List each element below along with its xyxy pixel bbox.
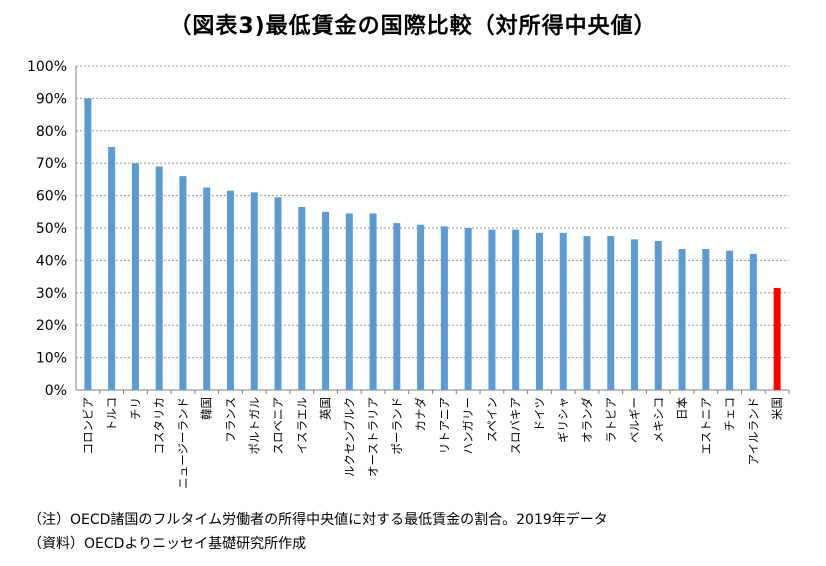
bar <box>155 166 163 390</box>
x-tick-label: 日本 <box>675 397 689 420</box>
chart-note: （注）OECD諸国のフルタイム労働者の所得中央値に対する最低賃金の割合。2019… <box>28 512 608 528</box>
bar <box>298 206 306 390</box>
bar <box>654 240 662 390</box>
bar <box>322 211 330 390</box>
y-tick-label: 100% <box>27 59 67 75</box>
bar <box>631 239 639 390</box>
y-tick-label: 80% <box>36 124 67 140</box>
bar <box>84 98 92 391</box>
x-tick-label: ニュージーランド <box>176 397 190 489</box>
chart-title: （図表3)最低賃金の国際比較（対所得中央値） <box>169 14 657 39</box>
bar <box>274 197 282 390</box>
y-tick-label: 70% <box>36 156 67 172</box>
x-tick-label: オーストラリア <box>366 397 380 477</box>
y-tick-label: 30% <box>36 286 67 302</box>
bar <box>488 229 496 390</box>
x-tick-label: エストニア <box>699 397 713 455</box>
bar <box>179 176 187 390</box>
x-tick-label: スロバキア <box>509 397 523 455</box>
y-tick-label: 0% <box>45 383 67 399</box>
bar <box>535 232 543 390</box>
bar <box>369 213 377 390</box>
y-tick-label: 20% <box>36 318 67 334</box>
x-tick-label: ハンガリー <box>461 397 475 455</box>
x-tick-label: トルコ <box>105 397 119 431</box>
bar-chart: 0% 10% 20% 30% 40% 50% 60% 70% 80% 90% 100% コロンビア トル… <box>27 59 790 489</box>
x-tick-label: ドイツ <box>532 397 546 432</box>
x-tick-label: アイルランド <box>746 397 760 465</box>
bar <box>678 249 686 390</box>
x-tick-label: メキシコ <box>651 397 665 443</box>
y-tick-label: 90% <box>36 91 67 107</box>
y-tick-label: 40% <box>36 253 67 269</box>
x-tick-label: コスタリカ <box>152 397 166 455</box>
bar <box>726 250 734 390</box>
y-tick-label: 10% <box>36 351 67 367</box>
x-tick-label: スペイン <box>485 397 499 442</box>
bar <box>440 226 448 390</box>
x-tick-label: ギリシャ <box>556 397 570 443</box>
bar <box>203 187 211 390</box>
x-tick-label: 韓国 <box>200 397 214 420</box>
bar <box>773 287 781 390</box>
x-tick-label: カナダ <box>414 397 428 432</box>
y-tick-label: 60% <box>36 189 67 205</box>
bar <box>464 228 472 390</box>
bar <box>417 224 425 390</box>
x-tick-label: ベルギー <box>628 397 642 443</box>
y-tick-label: 50% <box>36 221 67 237</box>
x-tick-label: ラトビア <box>604 397 618 443</box>
x-tick-label: ルクセンブルク <box>342 397 356 477</box>
x-tick-label: オランダ <box>580 397 594 443</box>
x-tick-label: チリ <box>128 397 142 420</box>
x-tick-label: ポルトガル <box>247 397 261 455</box>
x-tick-label: 英国 <box>319 397 333 420</box>
x-tick-label: スロベニア <box>271 397 285 455</box>
bar <box>250 192 258 390</box>
bar <box>749 253 757 390</box>
bar <box>108 147 116 390</box>
chart-source: （資料）OECDよりニッセイ基礎研究所作成 <box>28 536 307 552</box>
x-tick-label: 米国 <box>770 397 784 420</box>
x-tick-label: イスラエル <box>295 397 309 454</box>
bar <box>512 229 520 390</box>
x-tick-label: コロンビア <box>81 397 95 455</box>
x-tick-label: フランス <box>223 397 237 443</box>
x-tick-label: リトアニア <box>437 397 451 454</box>
bar <box>607 236 615 390</box>
x-tick-label: チェコ <box>723 397 737 432</box>
bar <box>131 163 139 390</box>
bar <box>583 236 591 390</box>
bar <box>393 223 401 390</box>
x-tick-label: ポーランド <box>390 397 404 455</box>
bar <box>345 213 353 390</box>
bar <box>702 249 710 390</box>
bar <box>226 190 234 390</box>
bar <box>559 232 567 390</box>
